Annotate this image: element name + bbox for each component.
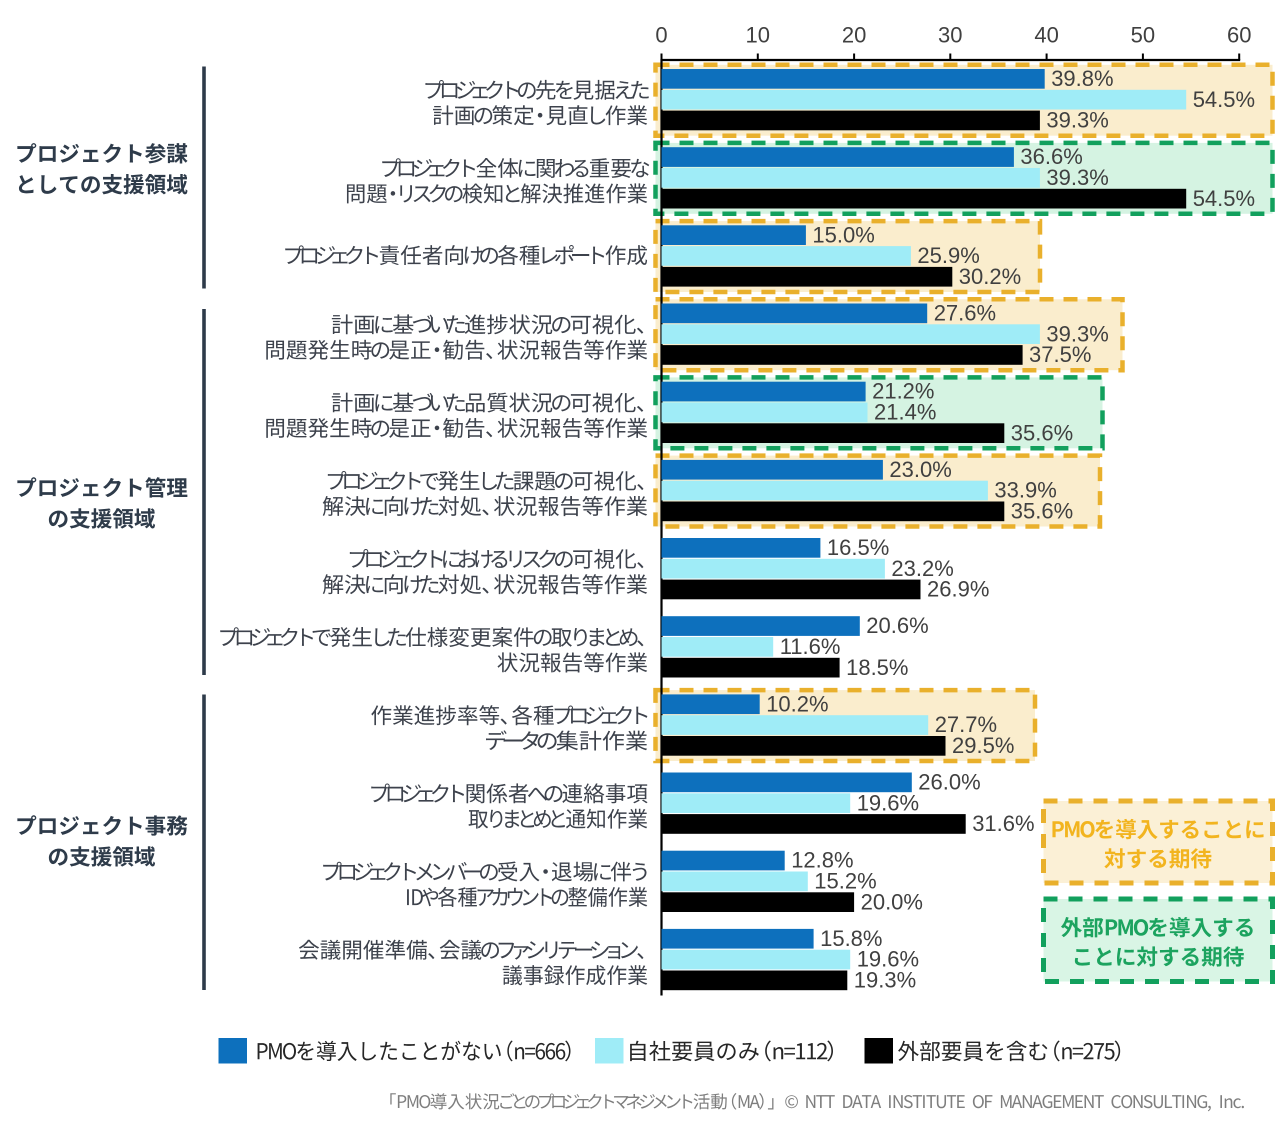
- svg-text:50: 50: [1131, 23, 1155, 48]
- svg-text:20.0%: 20.0%: [861, 889, 923, 914]
- svg-text:10: 10: [746, 23, 770, 48]
- svg-text:23.2%: 23.2%: [891, 556, 953, 581]
- svg-text:39.3%: 39.3%: [1046, 108, 1108, 133]
- svg-text:16.5%: 16.5%: [827, 535, 889, 560]
- svg-text:12.8%: 12.8%: [791, 848, 853, 873]
- svg-text:18.5%: 18.5%: [846, 655, 908, 680]
- svg-text:60: 60: [1227, 23, 1251, 48]
- svg-text:39.8%: 39.8%: [1051, 66, 1113, 91]
- svg-text:20: 20: [842, 23, 866, 48]
- svg-text:11.6%: 11.6%: [780, 634, 841, 659]
- svg-text:54.5%: 54.5%: [1193, 186, 1255, 211]
- svg-text:37.5%: 37.5%: [1029, 342, 1091, 367]
- svg-text:35.6%: 35.6%: [1011, 420, 1073, 445]
- svg-text:29.5%: 29.5%: [952, 733, 1014, 758]
- svg-text:30: 30: [938, 23, 962, 48]
- svg-text:35.6%: 35.6%: [1011, 499, 1073, 524]
- svg-text:25.9%: 25.9%: [917, 243, 979, 268]
- svg-text:19.3%: 19.3%: [854, 968, 916, 993]
- svg-text:21.2%: 21.2%: [872, 379, 934, 404]
- svg-text:27.6%: 27.6%: [934, 301, 996, 326]
- svg-text:23.0%: 23.0%: [889, 457, 951, 482]
- svg-text:19.6%: 19.6%: [857, 790, 919, 815]
- svg-text:15.8%: 15.8%: [820, 926, 882, 951]
- svg-text:27.7%: 27.7%: [935, 712, 997, 737]
- svg-text:31.6%: 31.6%: [972, 811, 1034, 836]
- svg-text:0: 0: [655, 23, 667, 48]
- svg-text:40: 40: [1034, 23, 1058, 48]
- svg-text:15.2%: 15.2%: [814, 869, 876, 894]
- svg-text:21.4%: 21.4%: [874, 400, 936, 425]
- svg-text:15.0%: 15.0%: [812, 222, 874, 247]
- svg-text:39.3%: 39.3%: [1046, 165, 1108, 190]
- svg-text:10.2%: 10.2%: [766, 691, 828, 716]
- svg-text:33.9%: 33.9%: [994, 478, 1056, 503]
- svg-text:54.5%: 54.5%: [1193, 87, 1255, 112]
- svg-text:30.2%: 30.2%: [959, 264, 1021, 289]
- svg-text:26.0%: 26.0%: [918, 770, 980, 795]
- svg-text:36.6%: 36.6%: [1020, 144, 1082, 169]
- svg-text:26.9%: 26.9%: [927, 577, 989, 602]
- svg-text:39.3%: 39.3%: [1046, 321, 1108, 346]
- svg-text:19.6%: 19.6%: [857, 947, 919, 972]
- svg-text:20.6%: 20.6%: [866, 613, 928, 638]
